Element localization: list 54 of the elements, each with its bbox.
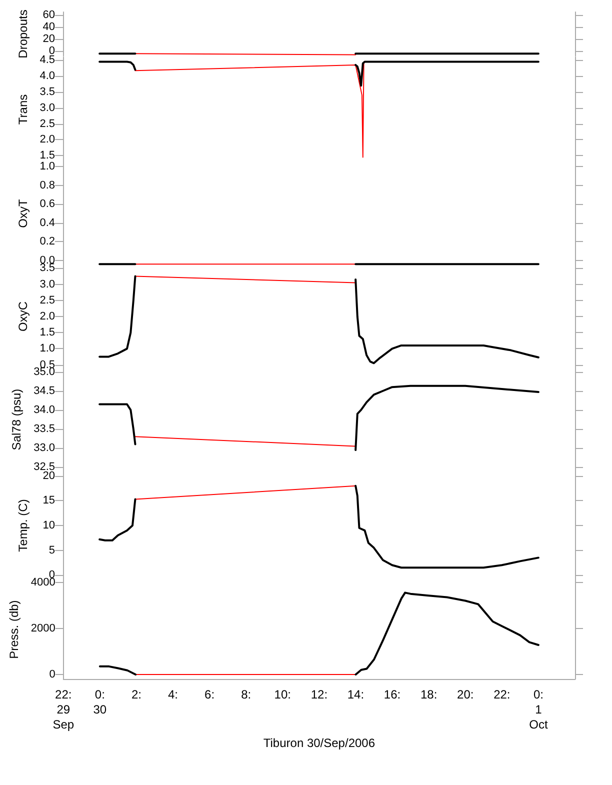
y-tick-label: 34.5 (34, 384, 55, 397)
x-tick-label: 10: (274, 688, 291, 702)
y-axis-title: Dropouts (16, 10, 30, 58)
y-tick-label: 20 (42, 470, 55, 482)
y-tick-label: 2.0 (40, 310, 55, 322)
x-tick-label: 16: (384, 688, 401, 702)
y-axis-title: Temp. (C) (16, 499, 30, 552)
x-tick-label: 18: (420, 688, 438, 702)
x-tick-label: 0: 1 Oct (529, 688, 548, 732)
y-tick-label: 40 (42, 21, 55, 34)
y-axis-title: OxyT (16, 198, 30, 228)
y-tick-label: 0 (49, 668, 56, 680)
y-tick-label: 10 (42, 520, 55, 532)
y-tick-label: 2.0 (40, 134, 55, 146)
y-tick-label: 1.5 (40, 326, 55, 339)
y-axis-title: OxyC (16, 301, 30, 332)
x-tick-label: 6: (204, 688, 215, 702)
y-tick-label: 1.5 (40, 150, 55, 162)
x-tick-label: 14: (347, 688, 364, 702)
y-axis-title: Press. (db) (7, 600, 21, 659)
y-tick-label: 0.2 (40, 236, 55, 248)
y-tick-label: 2.5 (40, 294, 55, 306)
x-tick-label: 2: (131, 688, 142, 702)
y-tick-label: 2000 (30, 622, 56, 634)
y-tick-label: 20 (42, 33, 55, 46)
x-tick-label: 8: (241, 688, 252, 702)
x-tick-label: 22: (494, 688, 510, 702)
y-tick-label: 0.6 (40, 198, 55, 210)
y-tick-label: 34.0 (34, 404, 55, 416)
y-tick-label: 5 (48, 544, 55, 556)
y-tick-label: 15 (42, 494, 55, 507)
y-tick-label: 2.5 (40, 118, 55, 130)
x-axis-title: Tiburon 30/Sep/2006 (263, 736, 376, 750)
x-tick-label: 0: 30 (93, 688, 107, 717)
x-tick-label: 12: (310, 688, 328, 702)
y-axis-title: Trans (16, 94, 30, 125)
x-tick-label: 4: (168, 688, 178, 702)
x-tick-label: 22: 29 Sep (52, 688, 74, 732)
y-tick-label: 3.0 (40, 278, 55, 290)
y-tick-label: 1.0 (40, 160, 55, 173)
x-tick-label: 20: (457, 688, 474, 702)
y-tick-label: 33.0 (34, 442, 55, 454)
y-tick-label: 33.5 (34, 423, 55, 436)
y-tick-label: 3.0 (40, 102, 55, 114)
y-tick-label: 3.5 (40, 86, 55, 98)
y-tick-label: 1.0 (40, 342, 55, 355)
line-series (134, 61, 366, 158)
y-tick-label: 0.4 (40, 216, 55, 229)
y-tick-label: 4.5 (40, 54, 55, 66)
y-axis-title: Sal78 (psu) (10, 388, 24, 450)
y-tick-label: 0.8 (40, 179, 55, 192)
y-tick-label: 60 (42, 9, 55, 22)
y-tick-label: 4.0 (40, 70, 55, 82)
y-tick-label: 35.0 (34, 366, 55, 378)
